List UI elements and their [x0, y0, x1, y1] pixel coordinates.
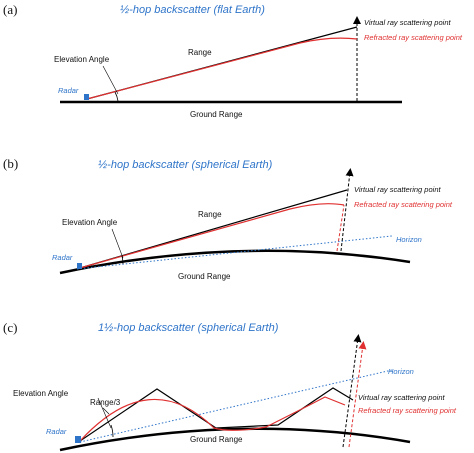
virtual-point-label: Virtual ray scattering point: [364, 18, 451, 27]
horizon-line: [79, 369, 393, 443]
panel-c-label: (c): [3, 320, 17, 335]
spherical-ground-curve: [59, 249, 411, 275]
elevation-angle-pointer: [97, 397, 112, 429]
elevation-angle-label: Elevation Angle: [13, 389, 69, 398]
radar-label: Radar: [58, 86, 79, 95]
panel-c-title: 1½-hop backscatter (spherical Earth): [98, 322, 279, 334]
panel-a: (a) ½-hop backscatter (flat Earth) Eleva…: [3, 2, 463, 119]
elevation-angle-label: Elevation Angle: [62, 218, 118, 227]
radar-icon: [77, 263, 82, 269]
elevation-angle-label: Elevation Angle: [54, 55, 110, 64]
range-label: Range: [188, 48, 212, 57]
elevation-angle-pointer: [102, 65, 119, 95]
elevation-angle-pointer: [111, 228, 124, 259]
refracted-point-label: Refracted ray scattering point: [354, 200, 453, 209]
elevation-angle-arc: [110, 424, 114, 438]
virtual-point-label: Virtual ray scattering point: [354, 185, 441, 194]
refracted-point-label: Refracted ray scattering point: [364, 33, 463, 42]
range-label: Range/3: [90, 398, 121, 407]
radar-label: Radar: [46, 427, 67, 436]
refracted-point-label: Refracted ray scattering point: [358, 406, 457, 415]
refracted-ray-curve: [86, 37, 358, 100]
radar-icon: [84, 94, 89, 100]
panel-b-title: ½-hop backscatter (spherical Earth): [98, 159, 273, 171]
spherical-ground-curve: [59, 427, 411, 452]
radar-icon: [75, 436, 81, 443]
panel-c: (c) 1½-hop backscatter (spherical Earth)…: [3, 320, 457, 452]
range-label: Range: [198, 210, 222, 219]
virtual-ray-path: [79, 387, 354, 442]
panel-b: (b) ½-hop backscatter (spherical Earth) …: [3, 156, 453, 281]
horizon-label: Horizon: [396, 235, 422, 244]
refracted-ray-path: [79, 396, 346, 442]
virtual-point-label: Virtual ray scattering point: [358, 393, 445, 402]
elevation-angle-arc: [114, 91, 119, 102]
horizon-line: [76, 235, 393, 270]
vertical-scatter-arrow-black: [340, 168, 354, 252]
panel-a-label: (a): [3, 2, 17, 17]
vertical-scatter-arrow-red: [336, 204, 345, 252]
ground-range-label: Ground Range: [190, 435, 243, 444]
vertical-scatter-arrow-black: [342, 334, 362, 448]
radar-label: Radar: [52, 253, 73, 262]
range-third-pointer: [102, 407, 110, 415]
refracted-ray-curve: [79, 203, 345, 269]
vertical-scatter-arrow-red: [348, 341, 367, 448]
panel-a-title: ½-hop backscatter (flat Earth): [120, 4, 265, 16]
ground-range-label: Ground Range: [178, 272, 231, 281]
ground-range-label: Ground Range: [190, 110, 243, 119]
panel-b-label: (b): [3, 156, 18, 171]
horizon-label: Horizon: [388, 367, 414, 376]
